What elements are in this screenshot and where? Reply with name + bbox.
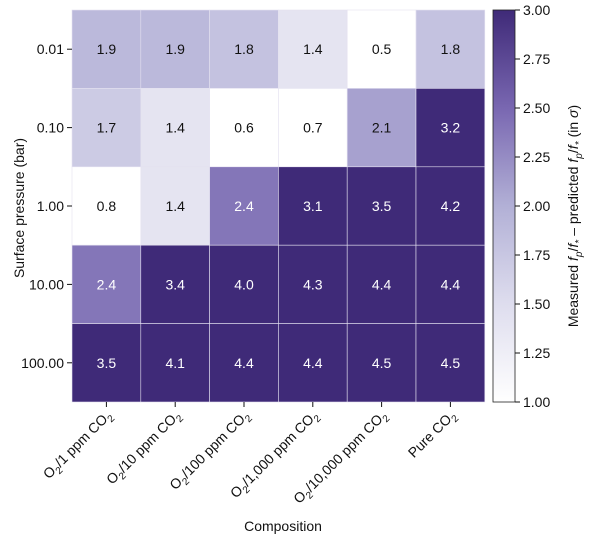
heatmap-cell (278, 244, 348, 324)
cell-value-label: 1.7 (97, 120, 117, 136)
y-tick-labels: 0.01 0.10 1.00 10.00 100.00 (21, 41, 72, 371)
y-tick-label: 100.00 (21, 355, 64, 371)
cell-value-label: 2.4 (234, 198, 254, 214)
colorbar-tick-label: 1.00 (523, 394, 550, 410)
heatmap-cell (278, 323, 348, 403)
y-tick-label: 10.00 (29, 276, 64, 292)
x-tick-label: Pure CO2 (405, 407, 462, 464)
heatmap-cells: 1.9 1.9 1.8 1.4 0.5 1.8 1.7 1.4 0.6 0.7 2.1 3.2 0.8 1… (71, 9, 486, 403)
cell-value-label: 1.4 (165, 198, 185, 214)
cell-value-label: 4.0 (234, 276, 254, 292)
cell-value-label: 1.4 (303, 41, 323, 57)
heatmap-cell (346, 244, 417, 324)
cell-value-label: 1.9 (165, 41, 185, 57)
cell-value-label: 0.6 (234, 120, 254, 136)
cell-value-label: 4.5 (441, 355, 461, 371)
heatmap-cell (415, 88, 486, 168)
cell-value-label: 4.1 (165, 355, 185, 371)
y-tick-label: 0.01 (37, 41, 64, 57)
heatmap-cell (346, 166, 417, 246)
heatmap-cell (140, 166, 210, 246)
heatmap-cell (415, 9, 486, 89)
cell-value-label: 4.4 (303, 355, 323, 371)
y-axis-title: Surface pressure (bar) (11, 138, 27, 278)
colorbar-tick-label: 3.00 (523, 2, 550, 18)
heatmap-cell (71, 323, 142, 403)
heatmap-cell (209, 9, 279, 89)
heatmap-cell (415, 244, 486, 324)
cell-value-label: 3.5 (372, 198, 392, 214)
cell-value-label: 2.1 (372, 120, 392, 136)
cell-value-label: 1.8 (441, 41, 461, 57)
cell-value-label: 4.3 (303, 276, 323, 292)
heatmap-cell (71, 244, 142, 324)
colorbar-tick-label: 2.50 (523, 100, 550, 116)
heatmap-cell (71, 166, 142, 246)
cell-value-label: 1.4 (165, 120, 185, 136)
colorbar-tick-label: 2.75 (523, 51, 550, 67)
cell-value-label: 1.9 (97, 41, 117, 57)
heatmap-cell (415, 323, 486, 403)
heatmap-cell (278, 88, 348, 168)
heatmap-cell (278, 9, 348, 89)
x-tick-labels: O2 /1 ppm CO2 O2 /10 ppm CO2 O2 /100 ppm… (40, 402, 462, 506)
heatmap-cell (346, 9, 417, 89)
cell-value-label: 1.8 (234, 41, 254, 57)
x-axis-title: Composition (244, 518, 322, 534)
heatmap-cell (278, 166, 348, 246)
cell-value-label: 0.8 (97, 198, 117, 214)
heatmap-cell (140, 9, 210, 89)
cell-value-label: 2.4 (97, 276, 117, 292)
cell-value-label: 4.4 (372, 276, 392, 292)
heatmap-cell (415, 166, 486, 246)
heatmap-cell (71, 9, 142, 89)
cell-value-label: 4.5 (372, 355, 392, 371)
colorbar-tick-label: 2.00 (523, 198, 550, 214)
cell-value-label: 4.4 (234, 355, 254, 371)
y-tick-label: 0.10 (37, 120, 64, 136)
cell-value-label: 0.5 (372, 41, 392, 57)
colorbar-tick-label: 1.75 (523, 247, 550, 263)
colorbar-tick-label: 1.25 (523, 345, 550, 361)
colorbar-tick-label: 2.25 (523, 149, 550, 165)
y-tick-label: 1.00 (37, 198, 64, 214)
colorbar-label: Measured fp /f* – predicted fp /f* (in σ… (565, 105, 585, 327)
cell-value-label: 4.4 (441, 276, 461, 292)
heatmap-cell (209, 166, 279, 246)
colorbar-gradient (492, 9, 516, 403)
cell-value-label: 3.1 (303, 198, 323, 214)
cell-value-label: 3.4 (165, 276, 185, 292)
heatmap-cell (140, 88, 210, 168)
heatmap-cell (209, 323, 279, 403)
cell-value-label: 3.2 (441, 120, 461, 136)
heatmap-cell (209, 244, 279, 324)
colorbar: 1.00 1.25 1.50 1.75 2.00 2.25 2.50 2.75 3.00 Meas… (492, 2, 585, 410)
cell-value-label: 4.2 (441, 198, 461, 214)
colorbar-tick-label: 1.50 (523, 296, 550, 312)
heatmap-cell (346, 323, 417, 403)
cell-value-label: 3.5 (97, 355, 117, 371)
heatmap-cell (140, 244, 210, 324)
cell-value-label: 0.7 (303, 120, 323, 136)
